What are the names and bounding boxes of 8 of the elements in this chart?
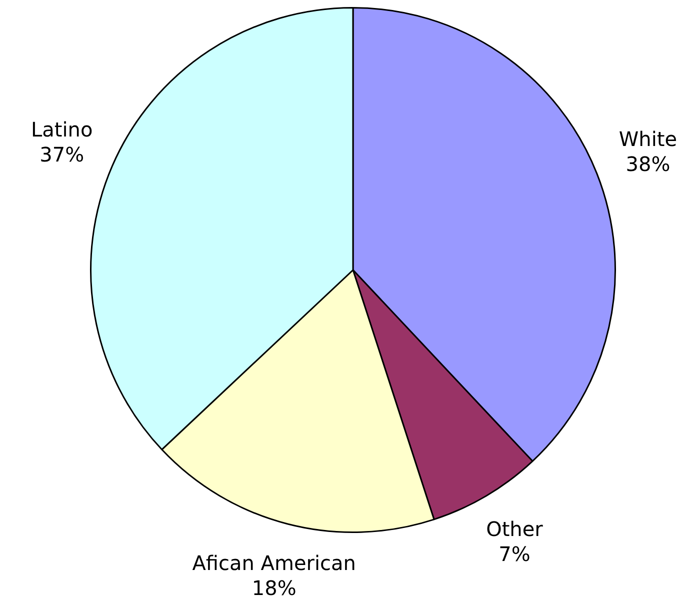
slice-label: Afican American [192, 550, 356, 575]
slice-label: Other [486, 516, 544, 541]
data-label: 7% [498, 542, 530, 566]
data-label: 37% [40, 142, 84, 167]
slice-label: Latino [30, 118, 93, 142]
data-label: 18% [252, 576, 296, 599]
data-label: 38% [626, 152, 670, 176]
slice-label: White [618, 126, 678, 151]
